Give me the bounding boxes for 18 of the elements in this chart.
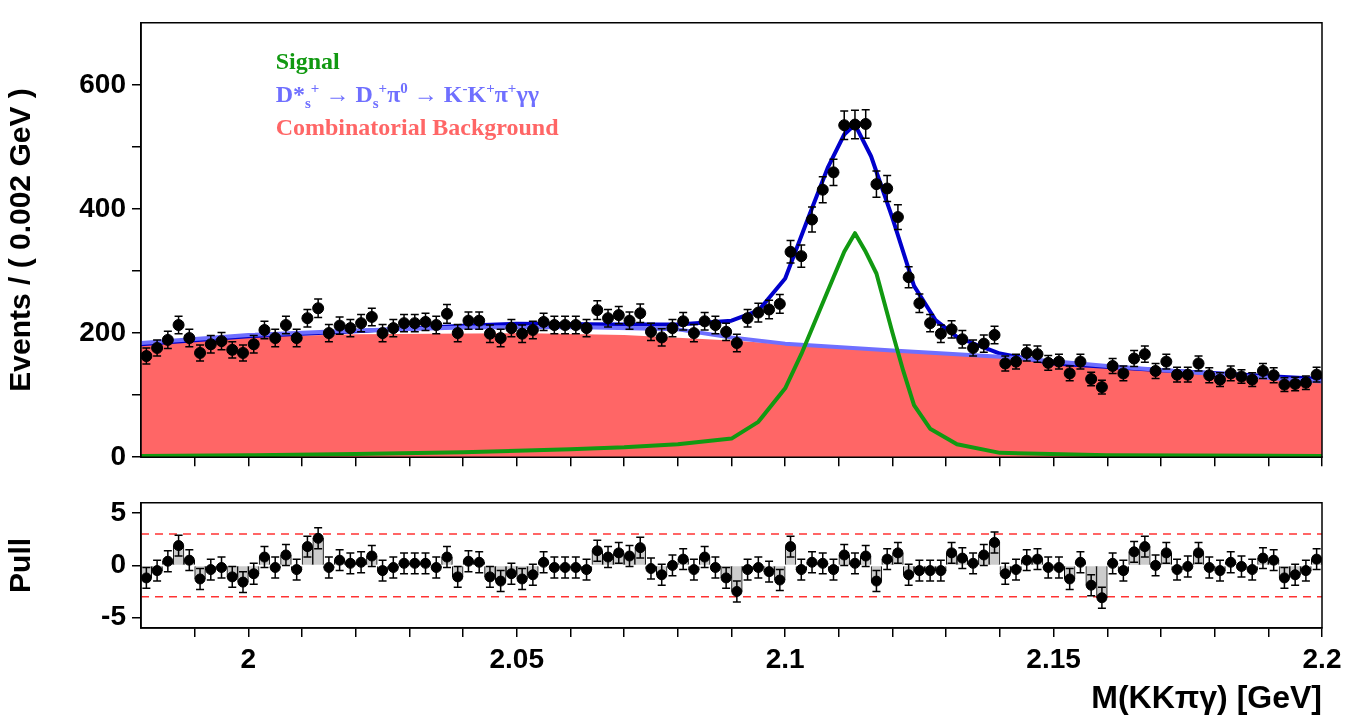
y-tick-label: -5 — [101, 600, 126, 632]
y-axis-title: Events / ( 0.002 GeV ) — [3, 88, 37, 392]
y-tick-label: 400 — [79, 191, 126, 223]
x-tick-label: 2.15 — [1026, 642, 1081, 674]
x-tick-label: 2.05 — [489, 642, 545, 674]
y-tick-label: 5 — [110, 495, 126, 527]
text: D*$_{s}$$^{+}$ → D$_{s}$$^{+}$π$^{0}$ → K$^{-}$K$^{+}$π$^{+}$γγ — [275, 79, 539, 111]
x-tick-label: 2.1 — [765, 642, 805, 674]
y-tick-label: 0 — [110, 439, 126, 471]
text: Combinatorial Background — [275, 112, 559, 142]
y-axis-title: Pull — [3, 537, 37, 593]
y-tick-label: 600 — [79, 67, 126, 99]
text: Signal — [275, 46, 341, 76]
y-tick-label: 0 — [110, 548, 126, 580]
x-tick-label: 2.2 — [1302, 642, 1342, 674]
x-axis-title: M(KKπγ) [GeV] — [1091, 678, 1322, 715]
y-tick-label: 200 — [79, 315, 126, 347]
x-tick-label: 2 — [240, 642, 257, 674]
